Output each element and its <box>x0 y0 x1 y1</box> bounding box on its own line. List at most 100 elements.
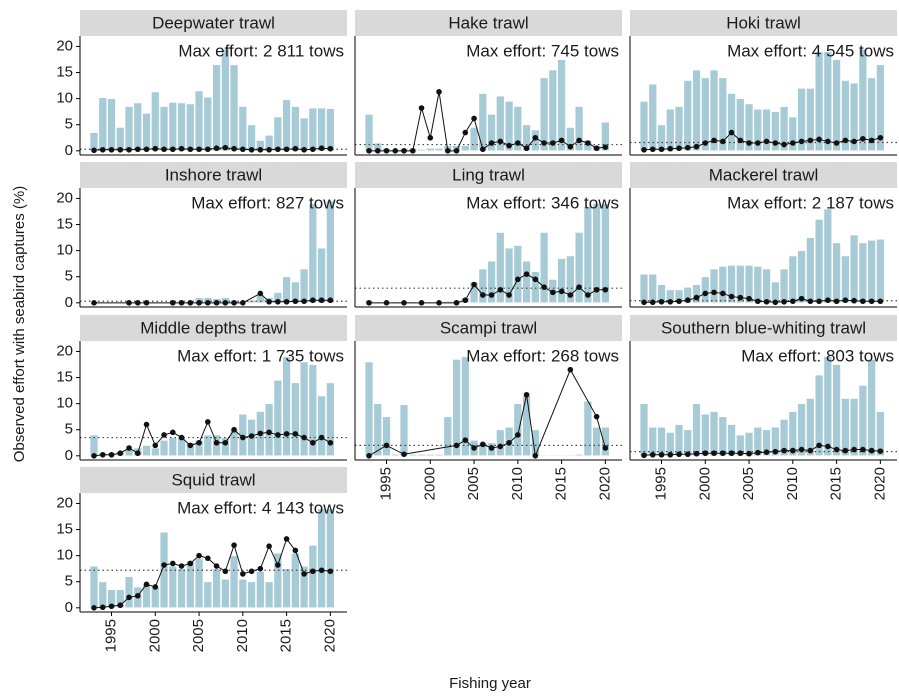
capture-point <box>436 89 442 95</box>
bar <box>290 552 300 609</box>
bar <box>557 59 567 152</box>
bar <box>805 398 815 457</box>
bar <box>159 439 169 457</box>
capture-point <box>143 300 150 306</box>
capture-point <box>187 146 194 153</box>
capture-point <box>187 560 194 567</box>
bar <box>574 231 584 304</box>
bar <box>185 560 195 609</box>
x-tick-label: 2000 <box>146 619 163 652</box>
capture-point <box>523 145 530 152</box>
bar <box>229 555 239 609</box>
capture-point <box>781 141 787 148</box>
capture-point <box>117 450 124 457</box>
capture-point <box>152 145 159 152</box>
bar <box>530 271 540 304</box>
capture-point <box>178 300 185 306</box>
capture-point <box>301 571 307 577</box>
capture-point <box>602 286 609 293</box>
capture-point <box>91 453 97 459</box>
capture-point <box>667 451 674 458</box>
capture-point <box>833 446 840 453</box>
annotation: Max effort: 2 811 tows <box>178 41 344 60</box>
capture-point <box>231 426 237 433</box>
capture-point <box>851 138 857 145</box>
bar <box>203 581 213 609</box>
capture-point <box>532 276 539 283</box>
annotation: Max effort: 1 735 tows <box>177 346 344 365</box>
bar <box>639 403 649 457</box>
bar <box>744 103 754 152</box>
capture-point <box>868 447 875 454</box>
bar <box>779 106 789 152</box>
capture-line <box>369 91 606 152</box>
capture-line <box>368 368 606 458</box>
bar <box>674 106 684 152</box>
x-tick-label: 1995 <box>652 467 669 500</box>
bar <box>194 557 204 609</box>
bar <box>168 565 178 609</box>
capture-point <box>763 298 770 305</box>
capture-point <box>567 143 574 150</box>
capture-point <box>257 565 264 572</box>
capture-point <box>222 439 229 446</box>
bar <box>220 48 230 152</box>
capture-point <box>755 140 761 146</box>
bar <box>539 231 549 304</box>
bar <box>788 411 798 457</box>
bar <box>364 361 374 457</box>
capture-point <box>196 146 202 153</box>
capture-point <box>108 603 115 610</box>
capture-point <box>134 300 141 306</box>
capture-line <box>93 420 331 457</box>
capture-point <box>737 450 744 457</box>
capture-point <box>383 148 390 154</box>
capture-point <box>401 300 407 306</box>
capture-point <box>772 140 779 146</box>
bar <box>513 403 523 457</box>
bar <box>229 64 239 152</box>
capture-point <box>825 138 831 145</box>
y-tick-label: 10 <box>56 242 73 259</box>
bar <box>495 429 505 457</box>
capture-point <box>143 581 150 588</box>
capture-point <box>310 568 316 575</box>
panel-strip <box>355 162 622 188</box>
bar <box>469 126 479 152</box>
bar <box>142 112 151 152</box>
bar <box>762 108 771 152</box>
capture-point <box>877 134 884 141</box>
annotation: Max effort: 2 187 tows <box>727 193 894 212</box>
capture-point <box>641 299 647 306</box>
bar <box>583 400 593 457</box>
capture-point <box>283 298 290 305</box>
capture-point <box>532 453 539 459</box>
bar <box>683 79 693 152</box>
capture-point <box>676 451 682 458</box>
capture-point <box>462 129 469 136</box>
capture-point <box>719 290 726 297</box>
capture-point <box>196 300 202 306</box>
capture-point <box>641 146 647 153</box>
bar <box>408 453 418 457</box>
capture-point <box>213 563 220 569</box>
capture-point <box>108 451 115 458</box>
y-tick-label: 0 <box>65 599 73 616</box>
bar <box>574 453 584 457</box>
capture-point <box>222 300 229 306</box>
capture-point <box>231 542 237 548</box>
bar <box>177 568 186 609</box>
bar <box>513 245 523 304</box>
capture-point <box>763 449 770 455</box>
bar <box>325 200 335 304</box>
panel-title: Ling trawl <box>452 165 525 184</box>
capture-point <box>488 445 495 451</box>
y-tick-label: 5 <box>65 573 73 590</box>
capture-point <box>602 144 609 150</box>
x-tick-label: 1995 <box>377 467 394 500</box>
bar <box>382 416 391 457</box>
capture-point <box>240 146 246 153</box>
capture-point <box>515 140 521 146</box>
capture-point <box>301 434 307 441</box>
capture-point <box>275 298 281 305</box>
